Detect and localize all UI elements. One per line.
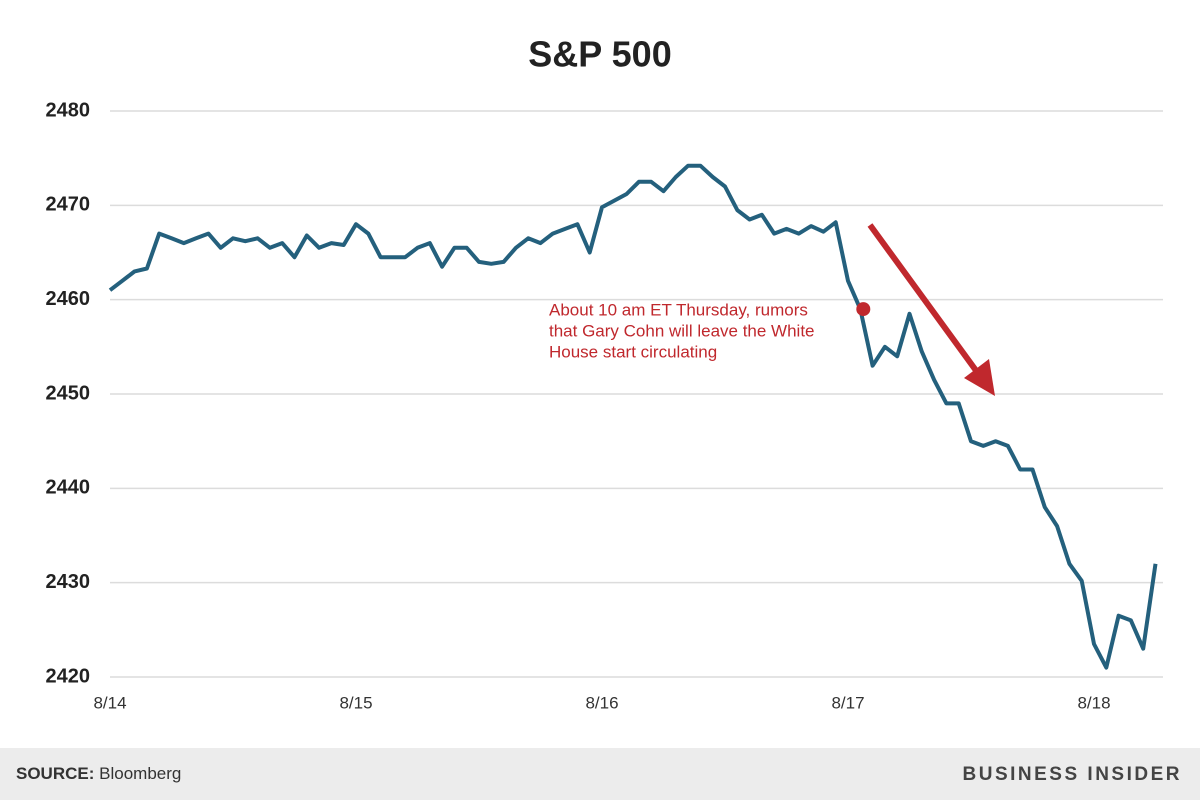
x-tick-label: 8/15	[339, 693, 372, 712]
annotation-text: About 10 am ET Thursday, rumors	[549, 300, 808, 319]
arrow-shaft	[867, 223, 983, 378]
annotation-dot	[856, 302, 871, 317]
x-tick-label: 8/17	[831, 693, 864, 712]
source-label: SOURCE:	[16, 764, 94, 783]
source-name: Bloomberg	[99, 764, 181, 783]
source: SOURCE: Bloomberg	[16, 764, 181, 783]
y-tick-label: 2420	[46, 665, 91, 687]
price-line	[108, 163, 1158, 670]
plot: About 10 am ET Thursday, rumors that Gary…	[108, 163, 1158, 670]
annotation-text: House start circulating	[549, 342, 717, 361]
footer	[0, 748, 1200, 800]
x-tick-label: 8/18	[1077, 693, 1110, 712]
y-tick-label: 2440	[46, 477, 91, 499]
annotation-text: that Gary Cohn will leave the White	[549, 321, 815, 340]
brand: BUSINESS INSIDER	[963, 764, 1182, 785]
y-tick-label: 2480	[46, 99, 91, 121]
x-tick-label: 8/14	[93, 693, 126, 712]
y-tick-label: 2430	[46, 571, 91, 593]
chart-title: S&P 500	[528, 34, 671, 75]
y-tick-label: 2470	[46, 194, 91, 216]
x-tick-label: 8/16	[585, 693, 618, 712]
arrow-head	[964, 359, 995, 396]
y-tick-label: 2460	[46, 288, 91, 310]
y-tick-label: 2450	[46, 382, 91, 404]
grid: 2420 2430 2440 2450 2460 2470 2480 8/14 8/15 8/16…	[46, 99, 1163, 712]
